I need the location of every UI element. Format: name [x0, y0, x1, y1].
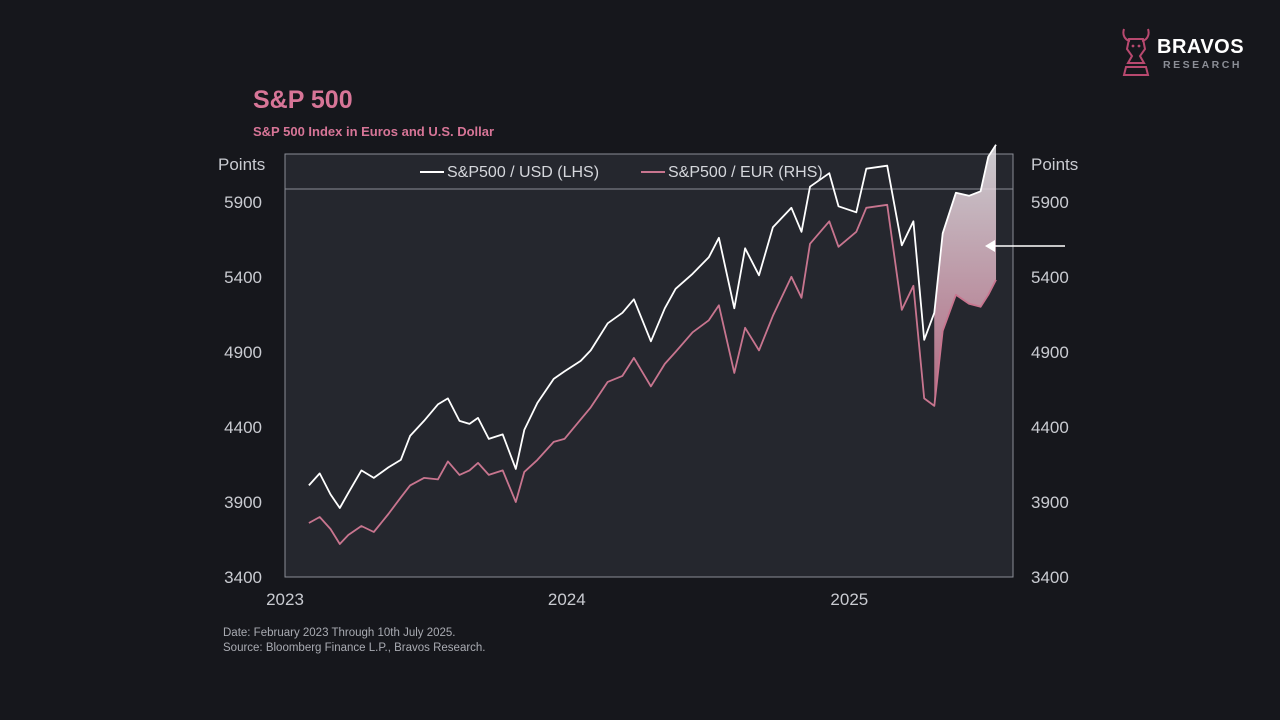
bull-chess-knight-icon — [1122, 28, 1150, 76]
x-tick-label: 2024 — [548, 590, 586, 609]
brand-name: BRAVOS — [1157, 36, 1245, 58]
y-tick-label-right: 4900 — [1031, 343, 1069, 362]
shaded-gap-area — [934, 144, 997, 406]
y-tick-label-right: 5400 — [1031, 268, 1069, 287]
series-line-usd — [308, 144, 997, 509]
y-tick-label-left: 3400 — [224, 568, 262, 587]
legend-label-1: S&P500 / EUR (RHS) — [668, 164, 823, 181]
brand-tagline: RESEARCH — [1163, 59, 1242, 71]
footer-source-note: Source: Bloomberg Finance L.P., Bravos R… — [223, 642, 486, 654]
series-line-eur — [308, 203, 997, 545]
y-tick-label-left: 4400 — [224, 418, 262, 437]
y-tick-label-left: 5900 — [224, 193, 262, 212]
y-tick-label-left: 5400 — [224, 268, 262, 287]
y-tick-label-left: 3900 — [224, 493, 262, 512]
legend-label-0: S&P500 / USD (LHS) — [447, 164, 599, 181]
x-tick-label: 2023 — [266, 590, 304, 609]
brand-block: BRAVOS RESEARCH — [1118, 25, 1258, 83]
x-tick-label: 2025 — [830, 590, 868, 609]
chart-subtitle: S&P 500 Index in Euros and U.S. Dollar — [253, 124, 495, 139]
y-tick-label-right: 3900 — [1031, 493, 1069, 512]
plot-area — [284, 153, 1014, 578]
y-tick-label-right: 5900 — [1031, 193, 1069, 212]
y-tick-label-left: 4900 — [224, 343, 262, 362]
chart-title: S&P 500 — [253, 86, 353, 114]
left-axis-unit: Points — [218, 155, 266, 174]
footer-date-note: Date: February 2023 Through 10th July 20… — [223, 627, 456, 639]
right-axis-unit: Points — [1031, 155, 1079, 174]
annotation-arrow-head — [985, 240, 995, 252]
y-tick-label-right: 3400 — [1031, 568, 1069, 587]
y-tick-label-right: 4400 — [1031, 418, 1069, 437]
